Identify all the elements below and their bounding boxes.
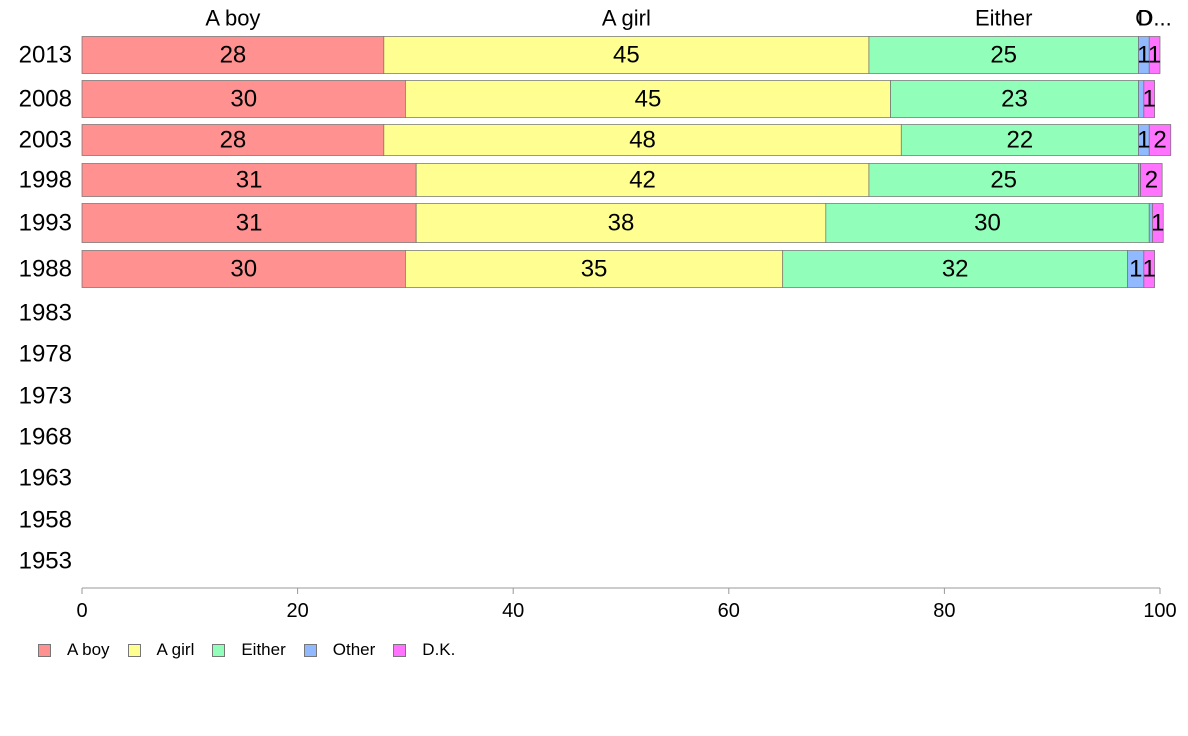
segment-value-label: 25 xyxy=(990,42,1017,69)
segment-value-label: 25 xyxy=(990,167,1017,194)
segment-value-label: 42 xyxy=(629,167,656,194)
segment-value-label: 31 xyxy=(236,167,263,194)
x-tick-label: 0 xyxy=(76,600,87,622)
bar-segment xyxy=(415,163,870,197)
x-tick-label: 100 xyxy=(1143,600,1176,622)
legend: A boy A girl Either Other D.K. xyxy=(38,640,473,660)
column-label: A girl xyxy=(602,6,651,31)
bar-segment xyxy=(383,124,902,156)
y-tick-label: 1973 xyxy=(19,383,72,410)
x-tick-label: 20 xyxy=(286,600,308,622)
column-label: Either xyxy=(975,6,1032,31)
column-label: O xyxy=(1135,6,1152,31)
x-tick-label: 80 xyxy=(933,600,955,622)
column-label: A boy xyxy=(205,6,260,31)
segment-value-label: 1 xyxy=(1143,256,1156,283)
segment-value-label: 1 xyxy=(1143,86,1156,113)
x-tick-label: 40 xyxy=(502,600,524,622)
bar-segment xyxy=(405,80,891,118)
segment-value-label: 2 xyxy=(1145,167,1158,194)
legend-swatch xyxy=(38,643,51,657)
legend-swatch xyxy=(127,643,141,657)
segment-value-label: 30 xyxy=(974,210,1001,237)
bars xyxy=(81,36,1172,288)
segment-value-label: 30 xyxy=(230,86,257,113)
segment-value-label: 2 xyxy=(1153,127,1166,154)
legend-item: Either xyxy=(212,640,286,660)
segment-value-label: 35 xyxy=(581,256,608,283)
segment-value-label: 45 xyxy=(635,86,662,113)
bar-segment xyxy=(81,203,417,243)
legend-swatch xyxy=(393,643,407,657)
segment-value-label: 1 xyxy=(1137,127,1150,154)
segment-value-label: 28 xyxy=(220,42,247,69)
column-labels: A boy A girl Either OD... xyxy=(205,6,1171,31)
segment-value-label: 31 xyxy=(236,210,263,237)
y-tick-label: 2008 xyxy=(19,86,72,113)
y-tick-label: 1998 xyxy=(19,167,72,194)
x-tick-label: 60 xyxy=(718,600,740,622)
legend-label: D.K. xyxy=(422,640,456,659)
bar-segment xyxy=(890,80,1139,118)
y-axis: 2013 2008 2003 1998 1993 1988 1983 1978 1973 1968… xyxy=(19,42,72,575)
bar-segment xyxy=(81,80,406,118)
legend-swatch xyxy=(212,643,226,657)
bar-segment xyxy=(1143,80,1155,118)
segment-value-label: 23 xyxy=(1001,86,1028,113)
legend-item: Other xyxy=(303,640,376,660)
y-tick-label: 1958 xyxy=(19,507,72,534)
bar-segment xyxy=(81,250,406,288)
legend-label: Either xyxy=(241,640,286,659)
y-tick-label: 1963 xyxy=(19,465,72,492)
segment-value-label: 48 xyxy=(629,127,656,154)
bar-segment xyxy=(825,203,1150,243)
bar-segment xyxy=(81,163,417,197)
segment-value-label: 45 xyxy=(613,42,640,69)
segment-value-label: 1 xyxy=(1137,42,1150,69)
x-axis: 0 20 40 60 80 100 xyxy=(76,587,1177,622)
bar-segment xyxy=(1148,124,1172,156)
segment-value-label: 32 xyxy=(942,256,969,283)
legend-item: A girl xyxy=(127,640,195,660)
bar-segment xyxy=(900,124,1139,156)
bar-segment xyxy=(383,36,870,74)
legend-item: D.K. xyxy=(393,640,455,660)
y-tick-label: 1978 xyxy=(19,341,72,368)
legend-label: Other xyxy=(332,640,376,659)
legend-label: A girl xyxy=(156,640,195,659)
segment-value-label: 30 xyxy=(230,256,257,283)
column-label: D... xyxy=(1137,6,1171,31)
bar-segment xyxy=(405,250,784,288)
y-tick-label: 1988 xyxy=(19,256,72,283)
segment-value-label: 22 xyxy=(1007,127,1034,154)
y-tick-label: 2003 xyxy=(19,127,72,154)
y-tick-label: 1983 xyxy=(19,300,72,327)
legend-label: A boy xyxy=(67,640,110,659)
bar-segment xyxy=(1152,203,1164,243)
y-tick-label: 1953 xyxy=(19,548,72,575)
y-tick-label: 1968 xyxy=(19,424,72,451)
bar-segment xyxy=(1148,36,1161,74)
bar-segment xyxy=(415,203,827,243)
bar-segment xyxy=(782,250,1129,288)
segment-value-label: 28 xyxy=(220,127,247,154)
y-tick-label: 2013 xyxy=(19,42,72,69)
bar-segment xyxy=(1140,163,1163,197)
bar-segment xyxy=(1143,250,1155,288)
segment-value-label: 1 xyxy=(1148,42,1161,69)
legend-swatch xyxy=(303,643,317,657)
segment-value-label: 38 xyxy=(608,210,635,237)
y-tick-label: 1993 xyxy=(19,210,72,237)
legend-item: A boy xyxy=(38,640,110,660)
segment-value-label: 1 xyxy=(1151,210,1164,237)
segment-value-label: 1 xyxy=(1129,256,1142,283)
